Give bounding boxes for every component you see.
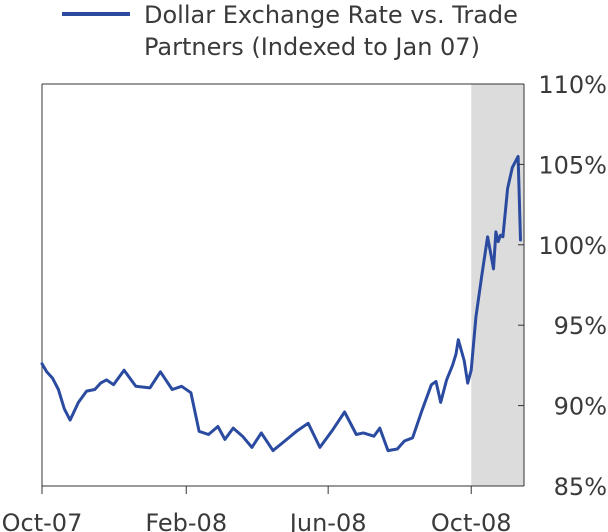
x-tick-label: Oct-08: [431, 509, 512, 532]
legend-label-line-2: Partners (Indexed to Jan 07): [144, 33, 480, 61]
y-tick-label: 85%: [554, 473, 607, 501]
y-tick-label: 110%: [538, 71, 607, 99]
x-tick-label: Jun-08: [288, 509, 367, 532]
y-tick-label: 105%: [538, 151, 607, 179]
x-tick-label: Oct-07: [2, 509, 83, 532]
series-line-0: [40, 154, 522, 453]
x-tick-label: Feb-08: [145, 509, 227, 532]
y-tick-label: 95%: [554, 312, 607, 340]
legend-label-line-1: Dollar Exchange Rate vs. Trade: [144, 1, 518, 29]
y-tick-label: 100%: [538, 232, 607, 260]
y-tick-label: 90%: [554, 393, 607, 421]
